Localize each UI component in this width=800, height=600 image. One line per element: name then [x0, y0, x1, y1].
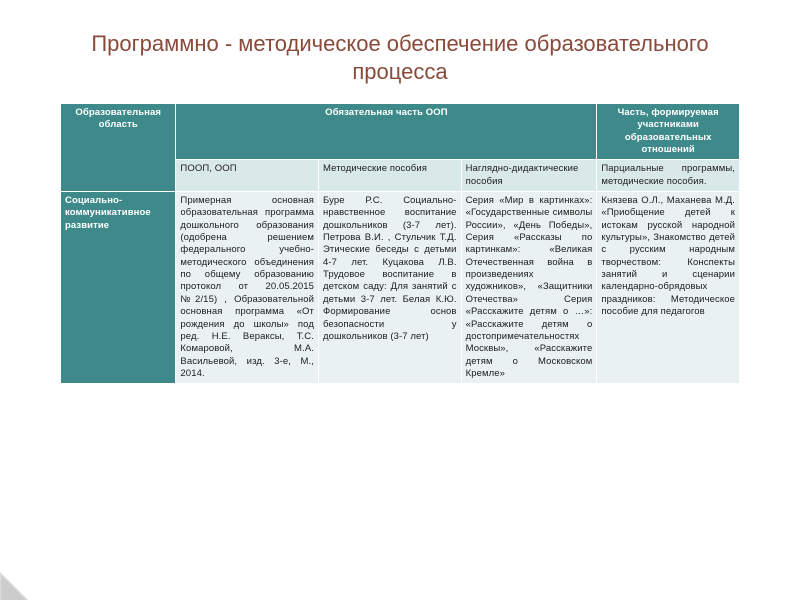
slide-title: Программно - методическое обеспечение об…: [60, 30, 740, 85]
col-education-area: Образовательная область: [61, 104, 176, 192]
slide: Программно - методическое обеспечение об…: [0, 0, 800, 600]
cell-area: Социально-коммуникативное развитие: [61, 192, 176, 384]
subhead-1: Методические пособия: [319, 160, 462, 192]
page-corner-fold-icon: [0, 572, 28, 600]
cell-2: Буре Р.С. Социально-нравственное воспита…: [319, 192, 462, 384]
cell-3: Серия «Мир в картинках»: «Государственны…: [461, 192, 597, 384]
subhead-2: Наглядно-дидактические пособия: [461, 160, 597, 192]
col-participant-part: Часть, формируемая участниками образоват…: [597, 104, 740, 160]
subhead-3: Парциальные программы, методические посо…: [597, 160, 740, 192]
col-mandatory-part: Обязательная часть ООП: [176, 104, 597, 160]
cell-1: Примерная основная образовательная прогр…: [176, 192, 319, 384]
cell-4: Князева О.Л., Маханева М.Д. «Приобщение …: [597, 192, 740, 384]
curriculum-table: Образовательная областьОбязательная част…: [60, 103, 740, 384]
subhead-0: ПООП, ООП: [176, 160, 319, 192]
